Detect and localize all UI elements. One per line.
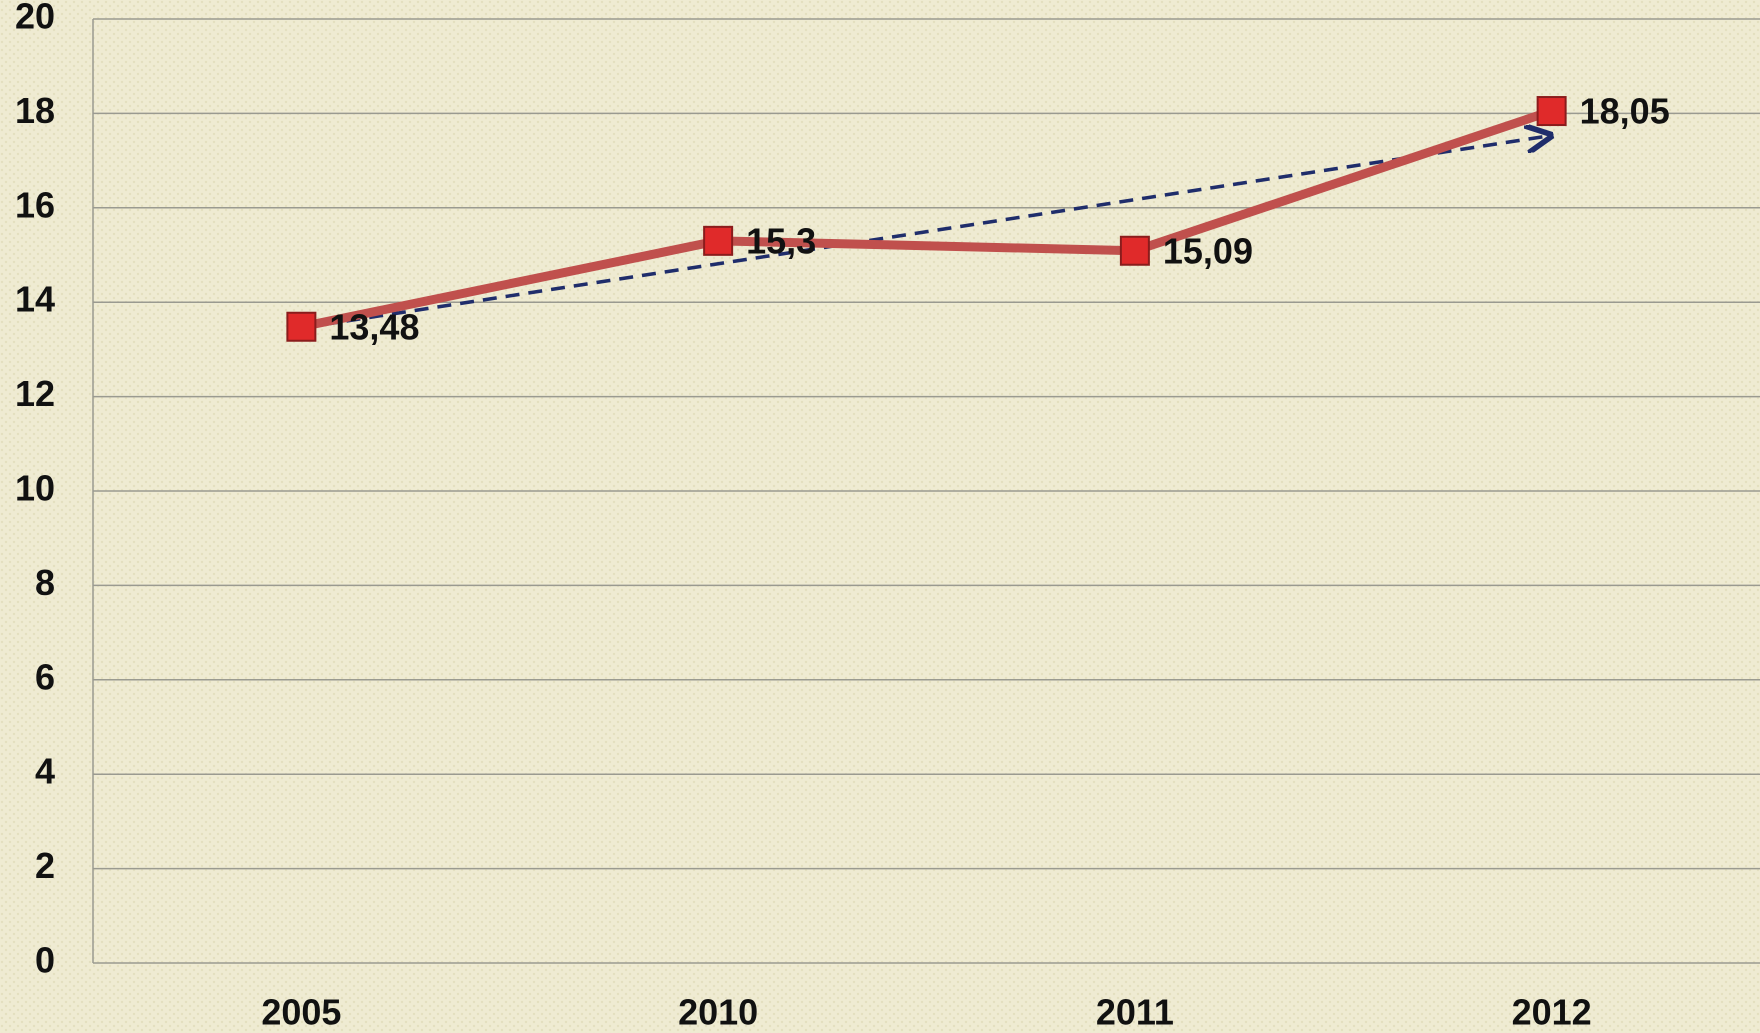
x-tick-label: 2005 [261, 992, 341, 1033]
line [300, 106, 1554, 332]
y-tick-label: 4 [35, 751, 55, 792]
y-tick-label: 12 [15, 373, 55, 414]
y-tick-label: 10 [15, 468, 55, 509]
y-tick-label: 0 [35, 940, 55, 981]
y-tick-label: 20 [15, 0, 55, 37]
x-tick-label: 2012 [1512, 992, 1592, 1033]
marker [703, 225, 734, 256]
x-tick-label: 2010 [678, 992, 758, 1033]
data-label: 15,09 [1163, 230, 1253, 271]
marker [1536, 96, 1567, 127]
trend-arrow [300, 136, 1548, 330]
marker [286, 311, 317, 342]
y-tick-label: 18 [15, 90, 55, 131]
data-label: 13,48 [329, 306, 419, 347]
y-tick-label: 2 [35, 845, 55, 886]
marker [1119, 235, 1150, 266]
y-tick-label: 16 [15, 184, 55, 225]
x-tick-label: 2011 [1096, 992, 1174, 1033]
data-label: 18,05 [1580, 91, 1670, 132]
y-tick-label: 14 [15, 279, 55, 320]
y-tick-label: 8 [35, 562, 55, 603]
y-tick-label: 6 [35, 656, 55, 697]
grid [92, 18, 1760, 964]
data-label: 15,3 [746, 220, 816, 261]
